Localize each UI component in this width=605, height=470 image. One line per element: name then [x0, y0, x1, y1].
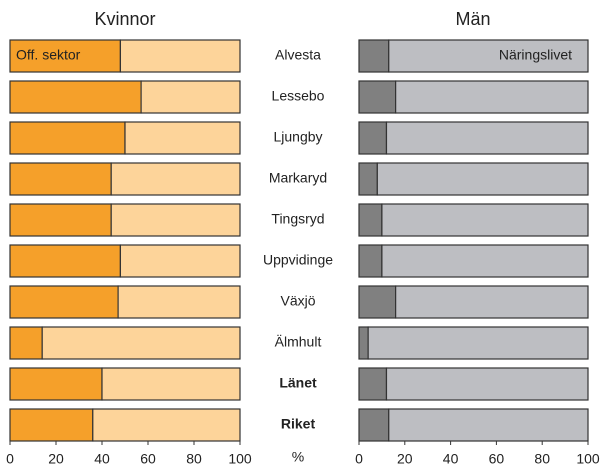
- bar-segment: [92, 408, 241, 442]
- x-tick-label: 80: [534, 451, 550, 467]
- category-label: Länet: [279, 375, 317, 391]
- bar-segment: [41, 326, 241, 360]
- bar-segment: [385, 121, 589, 155]
- bar-segment: [385, 367, 589, 401]
- bar-segment: [358, 285, 397, 319]
- bar-segment: [119, 244, 241, 278]
- x-tick-label: 20: [48, 451, 64, 467]
- legend-label: Näringslivet: [499, 47, 572, 63]
- x-tick-label: 60: [489, 451, 505, 467]
- bar-segment: [358, 408, 390, 442]
- category-label: Markaryd: [269, 170, 327, 186]
- x-tick-label: 0: [6, 451, 14, 467]
- bar-segment: [388, 408, 589, 442]
- x-tick-label: 80: [186, 451, 202, 467]
- category-label: Växjö: [280, 293, 315, 309]
- bar-segment: [358, 367, 388, 401]
- bar-segment: [9, 121, 126, 155]
- chart-title: Män: [455, 9, 490, 29]
- bar-segment: [9, 244, 122, 278]
- bar-segment: [140, 80, 241, 114]
- x-tick-label: 40: [94, 451, 110, 467]
- bar-segment: [358, 162, 378, 196]
- category-label: Ljungby: [273, 129, 322, 145]
- legend-label: Off. sektor: [16, 47, 81, 63]
- bar-segment: [358, 203, 383, 237]
- category-label: Alvesta: [275, 47, 321, 63]
- category-label: Uppvidinge: [263, 252, 333, 268]
- category-label: Älmhult: [275, 334, 322, 350]
- bar-segment: [358, 80, 397, 114]
- bar-segment: [376, 162, 589, 196]
- bar-segment: [9, 326, 43, 360]
- category-label: Riket: [281, 416, 316, 432]
- category-label: Tingsryd: [271, 211, 324, 227]
- x-axis-label: %: [292, 449, 304, 465]
- x-tick-label: 60: [140, 451, 156, 467]
- bar-segment: [367, 326, 589, 360]
- bar-segment: [358, 244, 383, 278]
- bar-segment: [9, 367, 103, 401]
- bar-segment: [110, 162, 241, 196]
- bar-segment: [9, 39, 122, 73]
- x-tick-label: 100: [228, 451, 252, 467]
- bar-segment: [9, 80, 142, 114]
- bar-segment: [9, 162, 112, 196]
- chart-title: Kvinnor: [94, 9, 155, 29]
- bar-segment: [117, 285, 241, 319]
- category-label: Lessebo: [272, 88, 325, 104]
- bar-segment: [358, 39, 390, 73]
- bar-segment: [124, 121, 241, 155]
- bar-segment: [395, 80, 589, 114]
- bar-segment: [101, 367, 241, 401]
- x-tick-label: 20: [397, 451, 413, 467]
- bar-segment: [9, 408, 94, 442]
- bar-segment: [388, 39, 589, 73]
- bar-segment: [358, 121, 388, 155]
- bar-segment: [110, 203, 241, 237]
- bar-segment: [358, 326, 369, 360]
- x-tick-label: 0: [355, 451, 363, 467]
- x-tick-label: 100: [576, 451, 600, 467]
- bar-segment: [9, 285, 119, 319]
- bar-segment: [381, 203, 589, 237]
- bar-segment: [9, 203, 112, 237]
- bar-segment: [381, 244, 589, 278]
- x-tick-label: 40: [443, 451, 459, 467]
- bar-segment: [395, 285, 589, 319]
- bar-segment: [119, 39, 241, 73]
